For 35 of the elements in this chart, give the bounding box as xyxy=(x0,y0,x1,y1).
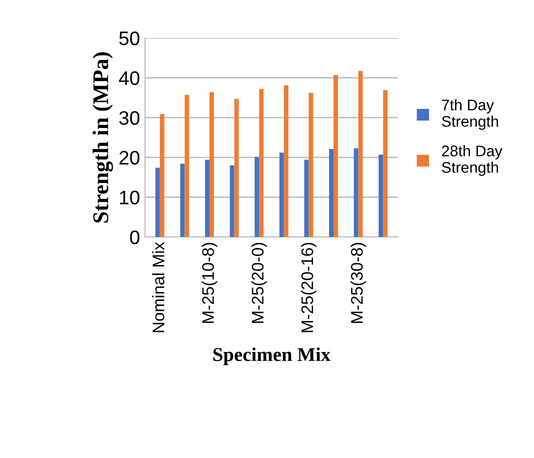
legend-label: 28th Day Strength xyxy=(442,145,502,176)
x-tick-label: M-25(20-16) xyxy=(300,242,316,332)
y-tick-label: 10 xyxy=(120,190,140,204)
bar xyxy=(354,148,358,237)
y-tick-label: 20 xyxy=(119,150,140,165)
y-tick-label: 50 xyxy=(119,31,140,46)
bar xyxy=(209,92,214,237)
bar xyxy=(383,90,388,237)
x-tick-label: Nominal Mix xyxy=(152,242,164,332)
x-tick-label: M-25(10-8) xyxy=(202,242,218,323)
bar xyxy=(180,164,185,237)
bar xyxy=(205,160,210,237)
bar xyxy=(329,149,334,237)
bar xyxy=(184,94,190,237)
y-tick-label: 0 xyxy=(130,230,140,244)
bar xyxy=(279,152,284,237)
bar xyxy=(308,92,314,237)
bar xyxy=(160,114,164,237)
bar xyxy=(259,88,264,237)
bar xyxy=(234,98,239,237)
y-axis-title: Strength in (MPa) xyxy=(92,52,113,223)
bar xyxy=(358,71,363,237)
bar xyxy=(304,160,309,237)
bar xyxy=(284,85,288,237)
bar xyxy=(230,165,234,237)
bar xyxy=(254,157,260,237)
y-tick-label: 40 xyxy=(118,71,140,86)
x-tick-label: M-25(20-0) xyxy=(251,242,267,323)
bar xyxy=(334,75,338,237)
x-axis-title: Specimen Mix xyxy=(213,347,331,366)
legend-label: 7th Day Strength xyxy=(442,99,498,130)
bar xyxy=(155,168,160,237)
bar xyxy=(378,154,384,237)
x-tick-label: M-25(30-8) xyxy=(350,242,366,323)
y-tick-label: 30 xyxy=(119,111,140,125)
